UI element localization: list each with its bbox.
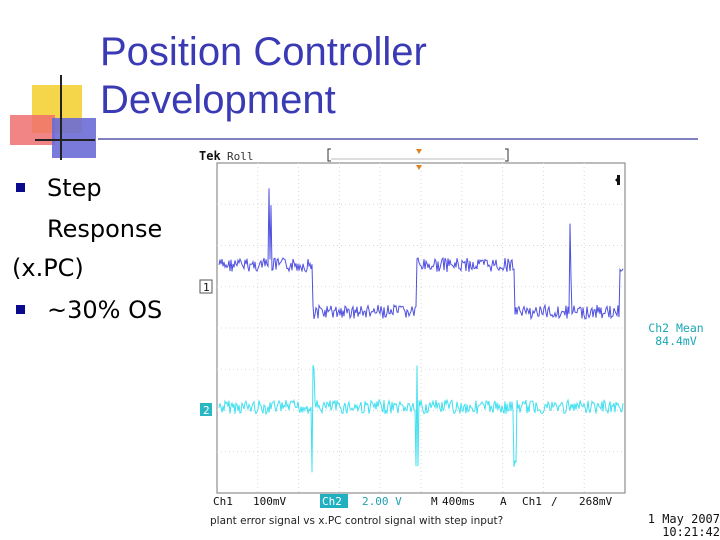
bullet-item-line: Step bbox=[47, 174, 102, 202]
scope-caption: plant error signal vs x.PC control signa… bbox=[210, 515, 504, 527]
measurement-value: 84.4mV bbox=[655, 334, 697, 348]
ch2-scale: 2.00 V bbox=[362, 495, 402, 508]
title-underline bbox=[98, 138, 698, 140]
ch2-ground-marker bbox=[200, 403, 212, 416]
scope-date: 1 May 2007 bbox=[647, 512, 720, 526]
bullet-marker bbox=[16, 305, 25, 314]
slide-title: Position Controller Development bbox=[100, 28, 520, 124]
bullet-item-line: ~30% OS bbox=[47, 296, 163, 324]
ch2-marker-label: 2 bbox=[203, 404, 210, 417]
bullet-item-line: (x.PC) bbox=[12, 254, 84, 282]
scope-brand: Tek bbox=[199, 149, 221, 163]
decor-horizontal-line bbox=[35, 139, 95, 141]
trigger-label: A bbox=[500, 495, 507, 508]
slide-title-line2: Development bbox=[100, 78, 336, 122]
trigger-slope-icon: ∕ bbox=[551, 495, 558, 508]
scope-status-bar: Ch1 100mV Ch2 2.00 V M 400ms A Ch1 ∕ 268… bbox=[213, 494, 612, 508]
ch1-marker-label: 1 bbox=[203, 281, 210, 294]
measurement-title: Ch2 Mean bbox=[648, 321, 704, 335]
decor-vertical-line bbox=[60, 75, 62, 160]
bullet-item-line: Response bbox=[47, 215, 163, 243]
ch2-label: Ch2 bbox=[322, 495, 342, 508]
scope-timestamp: 1 May 2007 10:21:42 bbox=[632, 513, 720, 539]
timebase-scale: 400ms bbox=[442, 495, 475, 508]
oscilloscope-screen: Tek Roll 1 2 Ch1 100mV Ch2 2.00 V M 400m… bbox=[195, 145, 630, 520]
trigger-level: 268mV bbox=[579, 495, 612, 508]
ch1-label: Ch1 bbox=[213, 495, 233, 508]
slide-title-line1: Position Controller bbox=[100, 30, 427, 74]
trigger-source: Ch1 bbox=[522, 495, 542, 508]
scope-mode: Roll bbox=[227, 150, 254, 163]
ch1-ground-marker bbox=[199, 279, 213, 294]
decor-blue-square bbox=[52, 118, 96, 158]
ch1-scale: 100mV bbox=[253, 495, 286, 508]
timebase-label: M bbox=[431, 495, 438, 508]
scope-time: 10:21:42 bbox=[662, 525, 720, 539]
ch2-trace bbox=[218, 365, 624, 473]
ch1-trace bbox=[218, 188, 624, 321]
bullet-marker bbox=[16, 183, 25, 192]
scope-graticule bbox=[216, 162, 626, 494]
measurement-readout: Ch2 Mean 84.4mV bbox=[640, 322, 712, 348]
trigger-position-icon bbox=[416, 149, 422, 154]
trigger-point-icon bbox=[416, 165, 422, 170]
